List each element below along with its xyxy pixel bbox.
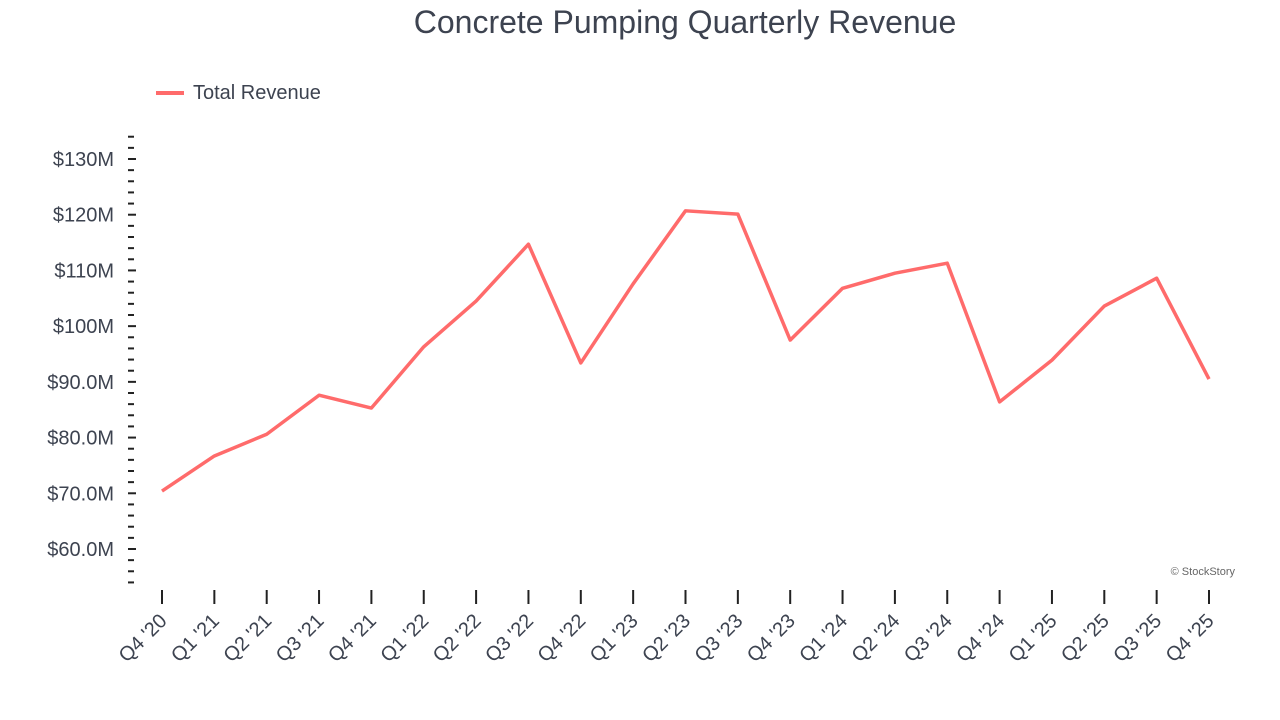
y-tick-label: $80.0M [47, 428, 114, 450]
x-tick-label: Q4 '20 [115, 610, 172, 667]
x-tick-label: Q3 '23 [691, 610, 748, 667]
series-line [161, 209, 1211, 493]
chart-title: Concrete Pumping Quarterly Revenue [414, 4, 957, 40]
y-tick-label: $70.0M [47, 483, 114, 505]
y-tick-label: $120M [53, 205, 114, 227]
x-tick-label: Q4 '25 [1162, 610, 1219, 667]
x-tick-label: Q4 '24 [952, 610, 1009, 667]
x-tick-label: Q3 '21 [272, 610, 329, 667]
x-tick-label: Q4 '23 [743, 610, 800, 667]
x-tick-label: Q2 '24 [848, 610, 905, 667]
y-tick-label: $100M [53, 316, 114, 338]
credit: © StockStory [1171, 566, 1236, 578]
x-tick-label: Q2 '22 [429, 610, 486, 667]
x-tick-label: Q2 '25 [1057, 610, 1114, 667]
x-tick-label: Q3 '24 [900, 610, 957, 667]
x-tick-label: Q4 '22 [534, 610, 591, 667]
x-tick-label: Q2 '21 [219, 610, 276, 667]
x-tick-label: Q1 '23 [586, 610, 643, 667]
x-tick-label: Q1 '25 [1005, 610, 1062, 667]
x-tick-label: Q1 '24 [795, 610, 852, 667]
y-tick-label: $110M [54, 260, 114, 282]
x-tick-label: Q4 '21 [324, 610, 381, 667]
x-tick-label: Q1 '22 [376, 610, 433, 667]
y-tick-label: $130M [53, 149, 114, 171]
y-tick-label: $60.0M [47, 539, 114, 561]
x-tick-label: Q3 '22 [481, 610, 538, 667]
x-tick-label: Q3 '25 [1109, 610, 1166, 667]
series [161, 209, 1211, 493]
y-tick-label: $90.0M [47, 372, 114, 394]
legend-label: Total Revenue [193, 82, 321, 104]
x-tick-label: Q2 '23 [638, 610, 695, 667]
x-tick-label: Q1 '21 [167, 610, 224, 667]
y-axis: $60.0M $70.0M $80.0M $90.0M $100M $110M $120M $… [47, 135, 136, 584]
